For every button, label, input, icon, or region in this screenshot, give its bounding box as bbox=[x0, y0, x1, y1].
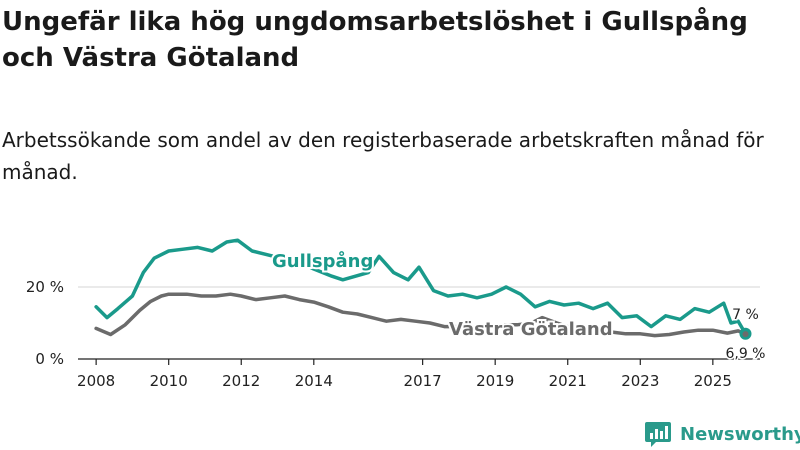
end-label-gullspang: 7 % bbox=[732, 307, 759, 323]
chart-subtitle: Arbetssökande som andel av den registerb… bbox=[2, 128, 764, 184]
y-tick-label: 20 % bbox=[26, 278, 64, 296]
x-tick-label: 2014 bbox=[295, 372, 333, 390]
x-tick-label: 2023 bbox=[621, 372, 659, 390]
x-tick-label: 2019 bbox=[476, 372, 514, 390]
series-label-gullspang: Gullspång bbox=[272, 250, 373, 272]
series-label-vastra-gotaland: Västra Götaland bbox=[449, 319, 613, 340]
newsworthy-icon bbox=[645, 422, 671, 447]
series-line-gullspang bbox=[94, 238, 748, 336]
end-label-vastra-gotaland: 6,9 % bbox=[725, 346, 765, 362]
newsworthy-logo: Newsworthy bbox=[644, 420, 800, 448]
x-tick-label: 2021 bbox=[549, 372, 587, 390]
end-point-vastra-gotaland bbox=[742, 331, 749, 338]
series-line-vastra-gotaland bbox=[94, 292, 748, 338]
x-tick-label: 2017 bbox=[404, 372, 442, 390]
chart-title: Ungefär lika hög ungdomsarbetslöshet i G… bbox=[2, 7, 748, 73]
x-tick-label: 2010 bbox=[150, 372, 188, 390]
x-tick-label: 2025 bbox=[694, 372, 732, 390]
x-tick-label: 2012 bbox=[222, 372, 260, 390]
x-tick-label: 2008 bbox=[77, 372, 115, 390]
y-tick-label: 0 % bbox=[35, 350, 64, 368]
brand-name: Newsworthy bbox=[680, 423, 800, 445]
